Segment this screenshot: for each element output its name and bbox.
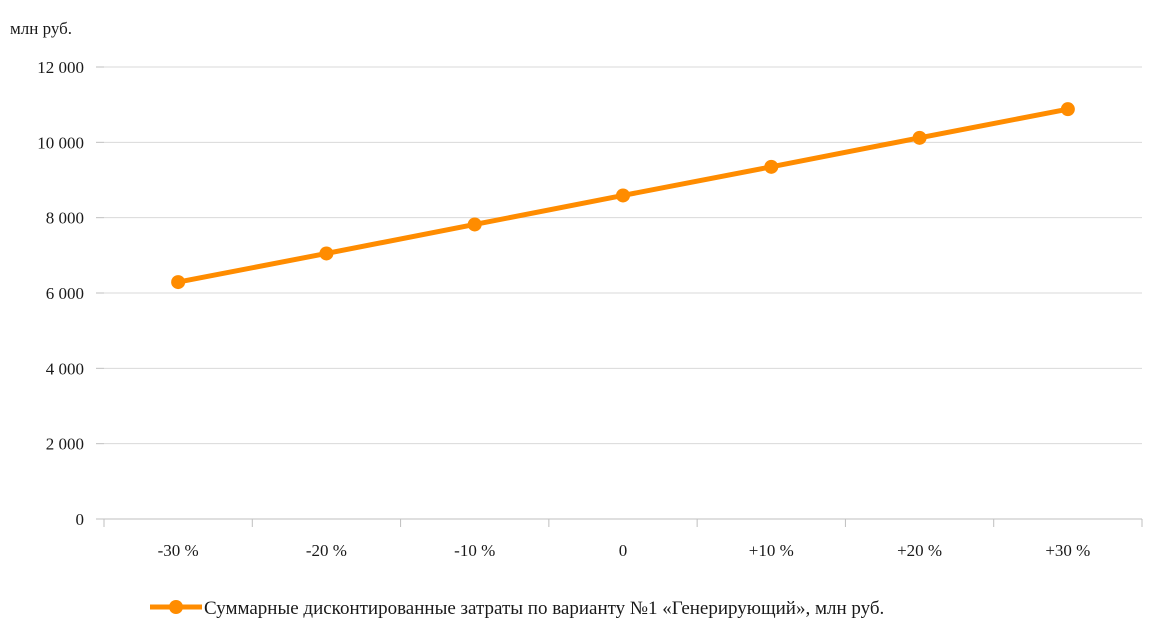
data-point <box>764 159 779 174</box>
x-tick-label: +20 % <box>897 541 942 560</box>
x-tick-label: 0 <box>619 541 628 560</box>
gridlines <box>104 66 1142 445</box>
legend: Суммарные дисконтированные затраты по ва… <box>150 598 884 618</box>
x-tick-label: +10 % <box>749 541 794 560</box>
y-tick-label: 8 000 <box>46 209 84 228</box>
x-tick-label: -30 % <box>158 541 199 560</box>
legend-label: Суммарные дисконтированные затраты по ва… <box>204 598 884 618</box>
data-point <box>912 130 927 145</box>
series-group <box>171 102 1075 290</box>
y-tick-label: 4 000 <box>46 359 84 378</box>
y-axis-unit-label: млн руб. <box>10 19 72 38</box>
x-axis: -30 % -20 % -10 % 0 +10 % +20 % +30 % <box>103 518 1143 560</box>
x-tick-label: -20 % <box>306 541 347 560</box>
y-tick-label: 10 000 <box>37 133 84 152</box>
data-point <box>319 246 334 261</box>
y-tick-label: 6 000 <box>46 284 84 303</box>
y-axis-ticks: 0 2 000 4 000 6 000 8 000 10 000 12 000 <box>37 58 104 529</box>
data-point <box>467 217 482 232</box>
x-tick-label: -10 % <box>454 541 495 560</box>
y-tick-label: 2 000 <box>46 435 84 454</box>
data-point <box>616 188 630 203</box>
y-tick-label: 12 000 <box>37 58 84 77</box>
x-tick-label: +30 % <box>1045 541 1090 560</box>
y-tick-label: 0 <box>76 510 85 529</box>
legend-marker-point <box>169 600 183 614</box>
data-point <box>171 275 186 290</box>
data-point <box>1060 102 1075 117</box>
